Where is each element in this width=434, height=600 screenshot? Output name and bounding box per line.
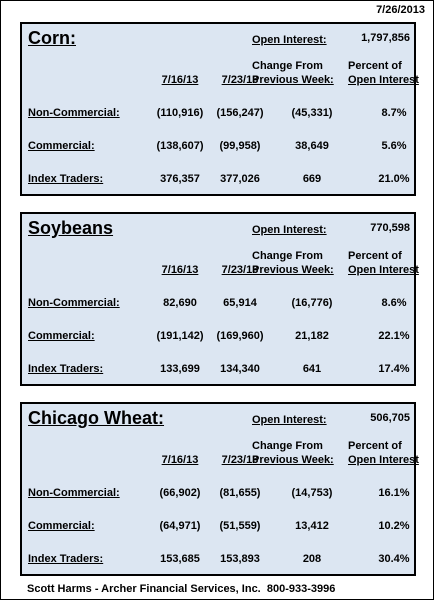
cell: (64,971) <box>159 520 201 532</box>
report-date: 7/26/2013 <box>376 4 425 16</box>
column-header: 7/16/13 <box>161 454 199 466</box>
panel-title: Soybeans <box>28 218 114 238</box>
panel-title: Chicago Wheat: <box>28 408 165 428</box>
cell: (110,916) <box>156 107 204 119</box>
cell: 134,340 <box>220 363 260 375</box>
column-header: Previous Week: <box>252 74 334 86</box>
cell: (45,331) <box>291 107 333 119</box>
row-label: Index Traders: <box>28 173 104 185</box>
cell: (51,559) <box>219 520 261 532</box>
cell: 30.4% <box>378 553 410 565</box>
cell: (14,753) <box>291 487 333 499</box>
panel: Soybeans Open Interest: 770,598 7/16/13 7/23… <box>20 212 419 386</box>
row-label: Non-Commercial: <box>28 107 120 119</box>
cell: 82,690 <box>163 297 197 309</box>
cell: 8.7% <box>381 107 407 119</box>
open-interest: 506,705 <box>370 412 410 424</box>
cell: 10.2% <box>378 520 410 532</box>
cell: 669 <box>302 173 322 185</box>
panel: Chicago Wheat: Open Interest: 506,705 7/16/… <box>20 402 419 576</box>
panel-title: Corn: <box>28 28 76 48</box>
row-label: Commercial: <box>28 520 95 532</box>
panel: Corn: Open Interest: 1,797,856 7/16/13 7/23/… <box>20 22 419 196</box>
column-header: 7/16/13 <box>161 74 199 86</box>
open-interest-label: Open Interest: <box>252 414 327 426</box>
column-header: Change From <box>252 250 323 262</box>
row-label: Non-Commercial: <box>28 297 120 309</box>
cell: (66,902) <box>159 487 201 499</box>
cell: 21.0% <box>378 173 410 185</box>
cell: 16.1% <box>378 487 410 499</box>
column-header: Change From <box>252 60 323 72</box>
row-label: Commercial: <box>28 140 95 152</box>
footer: Scott Harms - Archer Financial Services,… <box>27 583 336 595</box>
cell: 376,357 <box>160 173 200 185</box>
column-header: Change From <box>252 440 323 452</box>
cell: 22.1% <box>378 330 410 342</box>
cell: (99,958) <box>219 140 261 152</box>
cell: 17.4% <box>378 363 410 375</box>
cell: 153,893 <box>220 553 260 565</box>
cell: (169,960) <box>216 330 264 342</box>
column-header: Percent of <box>348 250 402 262</box>
column-header: Previous Week: <box>252 454 334 466</box>
column-header: 7/23/13 <box>221 74 259 86</box>
column-header: 7/23/13 <box>221 264 259 276</box>
row-label: Index Traders: <box>28 363 104 375</box>
column-header: Previous Week: <box>252 264 334 276</box>
cell: (156,247) <box>216 107 264 119</box>
row-label: Index Traders: <box>28 553 104 565</box>
open-interest-label: Open Interest: <box>252 34 327 46</box>
cell: 65,914 <box>223 297 257 309</box>
open-interest: 770,598 <box>370 222 410 234</box>
cell: 377,026 <box>220 173 260 185</box>
column-header: Open Interest <box>348 454 419 466</box>
cell: 153,685 <box>160 553 200 565</box>
cell: 21,182 <box>295 330 329 342</box>
cell: 38,649 <box>295 140 329 152</box>
cell: 5.6% <box>381 140 407 152</box>
column-header: Open Interest <box>348 264 419 276</box>
column-header: 7/16/13 <box>161 264 199 276</box>
cell: 208 <box>302 553 322 565</box>
column-header: Percent of <box>348 440 402 452</box>
open-interest-label: Open Interest: <box>252 224 327 236</box>
cell: 13,412 <box>295 520 329 532</box>
column-header: Percent of <box>348 60 402 72</box>
column-header: 7/23/13 <box>221 454 259 466</box>
row-label: Non-Commercial: <box>28 487 120 499</box>
cell: (81,655) <box>219 487 261 499</box>
cell: 641 <box>302 363 322 375</box>
cell: 8.6% <box>381 297 407 309</box>
cell: (16,776) <box>291 297 333 309</box>
cell: (191,142) <box>156 330 204 342</box>
cell: 133,699 <box>160 363 200 375</box>
open-interest: 1,797,856 <box>361 32 410 44</box>
column-header: Open Interest <box>348 74 419 86</box>
cell: (138,607) <box>156 140 204 152</box>
row-label: Commercial: <box>28 330 95 342</box>
